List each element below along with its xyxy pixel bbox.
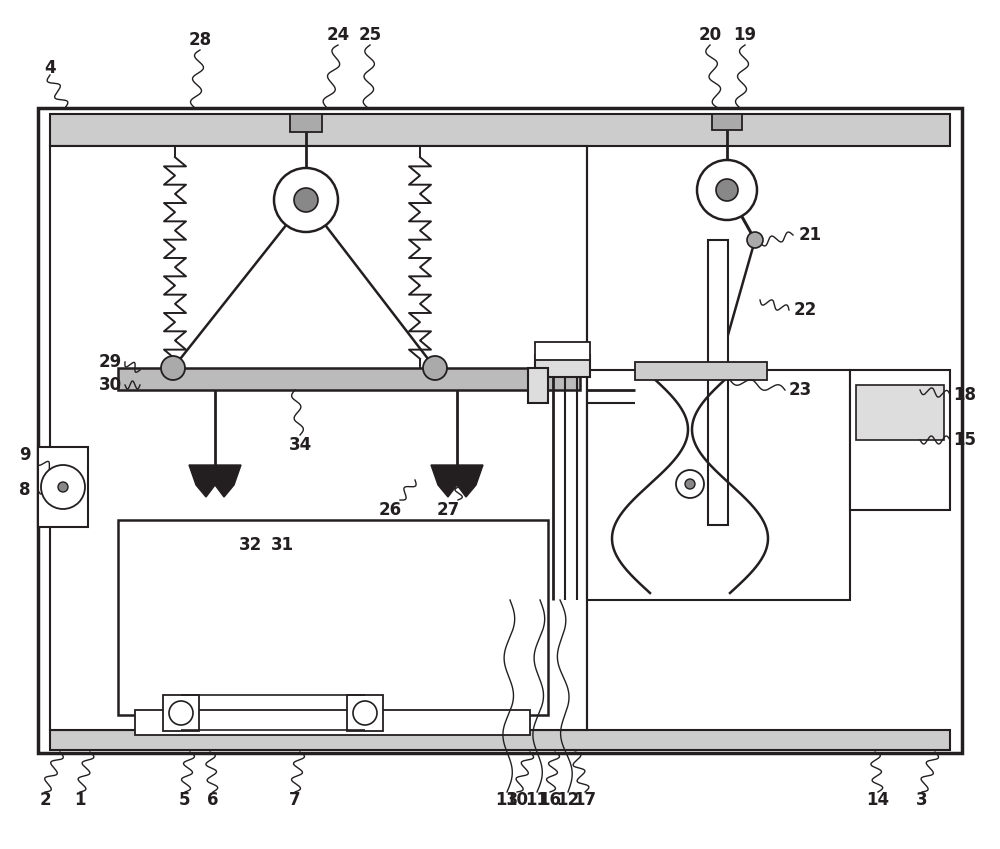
Polygon shape (431, 465, 483, 497)
Text: 21: 21 (798, 226, 822, 244)
Text: 23: 23 (788, 381, 812, 399)
Circle shape (716, 179, 738, 201)
Text: 12: 12 (556, 791, 580, 809)
Bar (38, 447, 88, 527)
Bar (290, 114, 322, 132)
Text: 5: 5 (179, 791, 191, 809)
Text: 2: 2 (39, 791, 51, 809)
Circle shape (697, 160, 757, 220)
Text: 26: 26 (378, 501, 402, 519)
Text: 9: 9 (19, 446, 31, 464)
Circle shape (161, 356, 185, 380)
Polygon shape (189, 465, 241, 497)
Text: 1: 1 (74, 791, 86, 809)
Circle shape (274, 168, 338, 232)
Circle shape (294, 188, 318, 212)
Text: 14: 14 (866, 791, 890, 809)
Text: 11: 11 (526, 791, 548, 809)
Text: 28: 28 (188, 31, 212, 49)
Circle shape (169, 701, 193, 725)
Text: 3: 3 (916, 791, 928, 809)
Bar (856, 385, 944, 440)
Bar (712, 114, 742, 130)
Text: 8: 8 (19, 481, 31, 499)
Text: 19: 19 (733, 26, 757, 44)
Text: 4: 4 (44, 59, 56, 77)
Bar (50, 114, 950, 146)
Bar (587, 370, 850, 600)
Bar (163, 695, 199, 731)
Circle shape (676, 470, 704, 498)
Bar (135, 710, 530, 735)
Bar (118, 520, 548, 715)
Bar (850, 370, 950, 510)
Text: 16: 16 (538, 791, 562, 809)
Text: 18: 18 (954, 386, 976, 404)
Bar (635, 362, 767, 380)
Bar (50, 146, 587, 730)
Text: 6: 6 (207, 791, 219, 809)
Text: 10: 10 (506, 791, 528, 809)
Bar (708, 240, 728, 525)
Text: 7: 7 (289, 791, 301, 809)
Text: 27: 27 (436, 501, 460, 519)
Text: 15: 15 (954, 431, 976, 449)
Text: 22: 22 (793, 301, 817, 319)
Text: 30: 30 (98, 376, 122, 394)
Text: 32: 32 (238, 536, 262, 554)
Bar (118, 368, 580, 390)
Circle shape (41, 465, 85, 509)
Text: 31: 31 (270, 536, 294, 554)
Bar (347, 695, 383, 731)
Circle shape (58, 482, 68, 492)
Circle shape (747, 232, 763, 248)
Bar (535, 355, 590, 377)
Bar (535, 342, 590, 360)
Text: 34: 34 (288, 436, 312, 454)
Text: 25: 25 (358, 26, 382, 44)
Text: 20: 20 (698, 26, 722, 44)
Text: 17: 17 (573, 791, 597, 809)
Bar (50, 730, 950, 750)
Circle shape (685, 479, 695, 489)
Text: 29: 29 (98, 353, 122, 371)
Bar (38, 108, 962, 753)
Text: 24: 24 (326, 26, 350, 44)
Circle shape (353, 701, 377, 725)
Text: 13: 13 (495, 791, 519, 809)
Circle shape (423, 356, 447, 380)
Bar (528, 368, 548, 403)
